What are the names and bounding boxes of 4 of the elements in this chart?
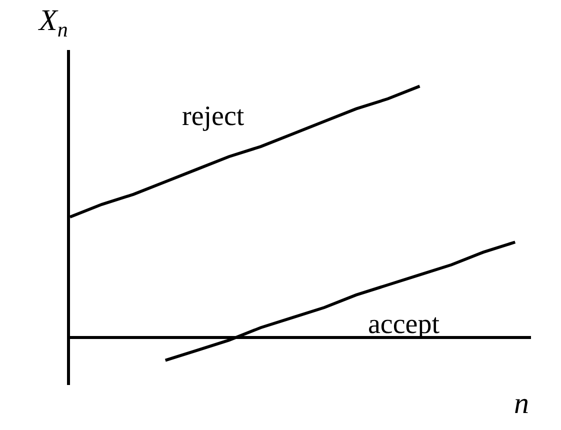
series-label: accept	[368, 309, 440, 340]
y-axis-title: X$_{n}$	[38, 4, 68, 42]
x-axis-title: n	[514, 387, 529, 420]
series-label: reject	[182, 101, 244, 132]
